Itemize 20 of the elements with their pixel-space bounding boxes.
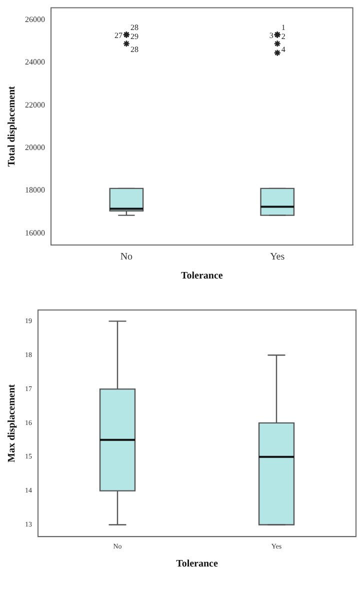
annotation: 4 [281, 44, 286, 54]
y-tick-label: 18000 [25, 186, 45, 195]
annotation: 27 [114, 30, 122, 40]
y-tick-label: 26000 [25, 14, 45, 24]
y-tick-label: 20000 [25, 142, 45, 152]
y-tick-label: 22000 [25, 100, 45, 110]
x-axis-title: Tolerance [176, 558, 218, 570]
annotation: 28 [130, 22, 138, 32]
x-tick-label: Yes [270, 252, 285, 263]
annotation: 29 [130, 32, 138, 41]
x-axis-title: Tolerance [180, 270, 224, 282]
y-tick-label: 16000 [25, 228, 45, 238]
annotation: 3 [269, 30, 274, 40]
y-axis-title: Total displacement [6, 85, 18, 167]
x-tick-label: No [120, 252, 133, 263]
y-axis-title: Max displacement [6, 384, 18, 462]
y-tick-label: 24000 [25, 58, 45, 67]
annotation: 1 [281, 22, 286, 32]
annotation: 2 [281, 32, 286, 41]
annotation: 28 [130, 44, 138, 54]
